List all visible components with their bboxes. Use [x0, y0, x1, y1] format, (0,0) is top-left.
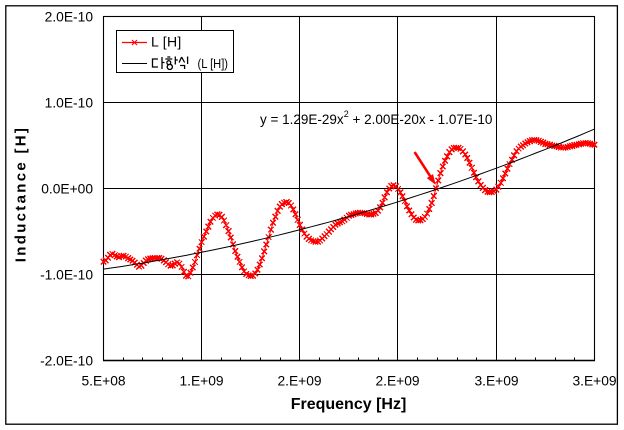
svg-text:2.0E-10: 2.0E-10: [45, 9, 94, 24]
svg-text:L [H]: L [H]: [151, 34, 182, 50]
svg-text:y = 1.29E-29x2 + 2.00E-20x - 1: y = 1.29E-29x2 + 2.00E-20x - 1.07E-10: [260, 109, 492, 127]
svg-text:1.E+09: 1.E+09: [179, 373, 223, 388]
svg-text:1.0E-10: 1.0E-10: [45, 95, 94, 110]
svg-text:(L [H]): (L [H]): [198, 57, 229, 71]
svg-text:5.E+08: 5.E+08: [81, 373, 125, 388]
svg-text:Inductance [H]: Inductance [H]: [13, 126, 30, 262]
svg-text:2.E+09: 2.E+09: [277, 373, 321, 388]
svg-text:3.E+09: 3.E+09: [474, 373, 518, 388]
svg-text:-2.0E-10: -2.0E-10: [40, 353, 93, 368]
svg-text:3.E+09: 3.E+09: [572, 373, 616, 388]
svg-text:2.E+09: 2.E+09: [375, 373, 419, 388]
svg-text:Frequency [Hz]: Frequency [Hz]: [291, 396, 407, 413]
svg-text:0.0E+00: 0.0E+00: [41, 181, 93, 196]
svg-text:-1.0E-10: -1.0E-10: [40, 267, 93, 282]
